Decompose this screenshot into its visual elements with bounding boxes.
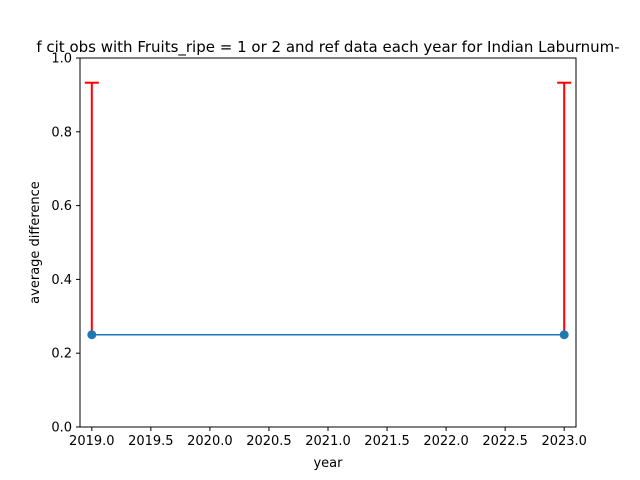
chart-title: f cit obs with Fruits_ripe = 1 or 2 and … [36,38,619,57]
x-tick-label: 2022.0 [423,434,469,449]
plot-area: 2019.0 2019.5 2020.0 2020.5 2021.0 2021.5 2022… [28,38,620,471]
y-tick-label: 0.6 [51,199,72,214]
x-tick-label: 2020.0 [187,434,233,449]
x-tick-label: 2022.5 [482,434,528,449]
y-tick-label: 1.0 [51,52,72,67]
data-point [559,330,569,340]
data-point [87,330,97,340]
x-tick-label: 2023.0 [541,434,587,449]
x-tick-label: 2020.5 [246,434,292,449]
x-tick-label: 2021.5 [364,434,410,449]
x-axis-label: year [313,456,343,471]
x-tick-label: 2019.0 [69,434,115,449]
y-axis-label: average difference [28,181,43,304]
y-tick-label: 0.4 [51,273,72,288]
y-tick-label: 0.8 [51,125,72,140]
y-tick-label: 0.2 [51,347,72,362]
x-tick-label: 2019.5 [128,434,174,449]
x-tick-label: 2021.0 [305,434,351,449]
y-tick-label: 0.0 [51,421,72,436]
